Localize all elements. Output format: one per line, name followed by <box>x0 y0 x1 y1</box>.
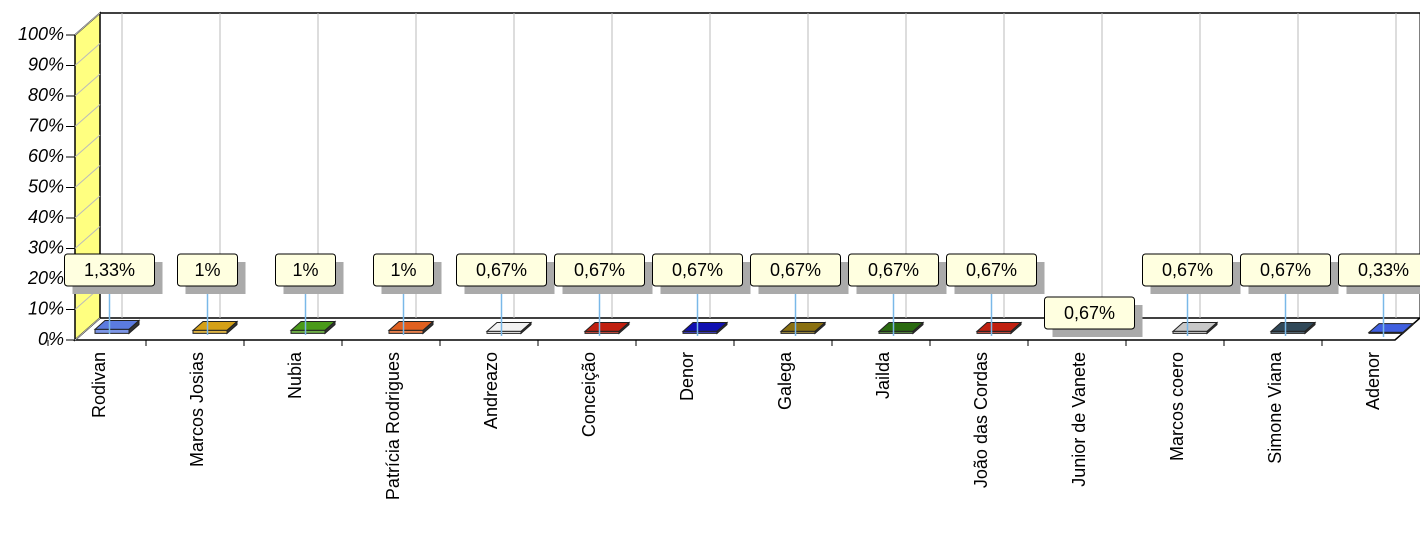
value-label: 1% <box>390 260 416 280</box>
x-tick-label: Denor <box>677 352 697 401</box>
bar-front <box>389 330 423 333</box>
value-label: 0,67% <box>1162 260 1213 280</box>
value-label: 0,67% <box>672 260 723 280</box>
y-tick-label: 70% <box>28 115 64 135</box>
x-tick-label: João das Cordas <box>971 352 991 488</box>
value-label: 0,67% <box>770 260 821 280</box>
x-tick-label: Marcos Josias <box>187 352 207 467</box>
x-tick-label: Andreazo <box>481 352 501 429</box>
value-label: 0,33% <box>1358 260 1409 280</box>
bar-front <box>1173 331 1207 333</box>
value-label: 0,67% <box>966 260 1017 280</box>
y-tick-label: 10% <box>28 298 64 318</box>
bar-front <box>193 330 227 333</box>
x-tick-label: Galega <box>775 351 795 410</box>
x-tick-label: Simone Viana <box>1265 351 1285 464</box>
value-label: 0,67% <box>868 260 919 280</box>
bar-front <box>1369 332 1403 333</box>
x-tick-label: Marcos coero <box>1167 352 1187 461</box>
y-tick-label: 60% <box>28 146 64 166</box>
value-label: 0,67% <box>1064 303 1115 323</box>
bar-front <box>683 331 717 333</box>
x-tick-label: Adenor <box>1363 352 1383 410</box>
y-tick-label: 20% <box>27 268 64 288</box>
y-tick-label: 0% <box>38 329 64 349</box>
value-label: 0,67% <box>476 260 527 280</box>
y-tick-label: 80% <box>28 85 64 105</box>
y-tick-label: 40% <box>28 207 64 227</box>
bar-front <box>879 331 913 333</box>
value-label: 1,33% <box>84 260 135 280</box>
y-tick-label: 30% <box>28 237 64 257</box>
y-tick-label: 100% <box>18 24 64 44</box>
y-tick-label: 50% <box>28 176 64 196</box>
bar-front <box>977 331 1011 333</box>
floor <box>75 318 1420 340</box>
bar-front <box>291 330 325 333</box>
x-tick-label: Junior de Vanete <box>1069 352 1089 487</box>
x-tick-label: Jailda <box>873 351 893 399</box>
value-label: 0,67% <box>574 260 625 280</box>
bar-front <box>585 331 619 333</box>
bar-front <box>781 331 815 333</box>
bar-front <box>1271 331 1305 333</box>
bar-front <box>95 329 129 333</box>
value-label: 1% <box>292 260 318 280</box>
value-label: 1% <box>194 260 220 280</box>
x-tick-label: Patrícia Rodrigues <box>383 352 403 500</box>
x-tick-label: Rodivan <box>89 352 109 418</box>
bar-front <box>487 331 521 333</box>
y-tick-label: 90% <box>28 54 64 74</box>
value-label: 0,67% <box>1260 260 1311 280</box>
x-tick-label: Nubia <box>285 351 305 399</box>
x-tick-label: Conceição <box>579 352 599 437</box>
